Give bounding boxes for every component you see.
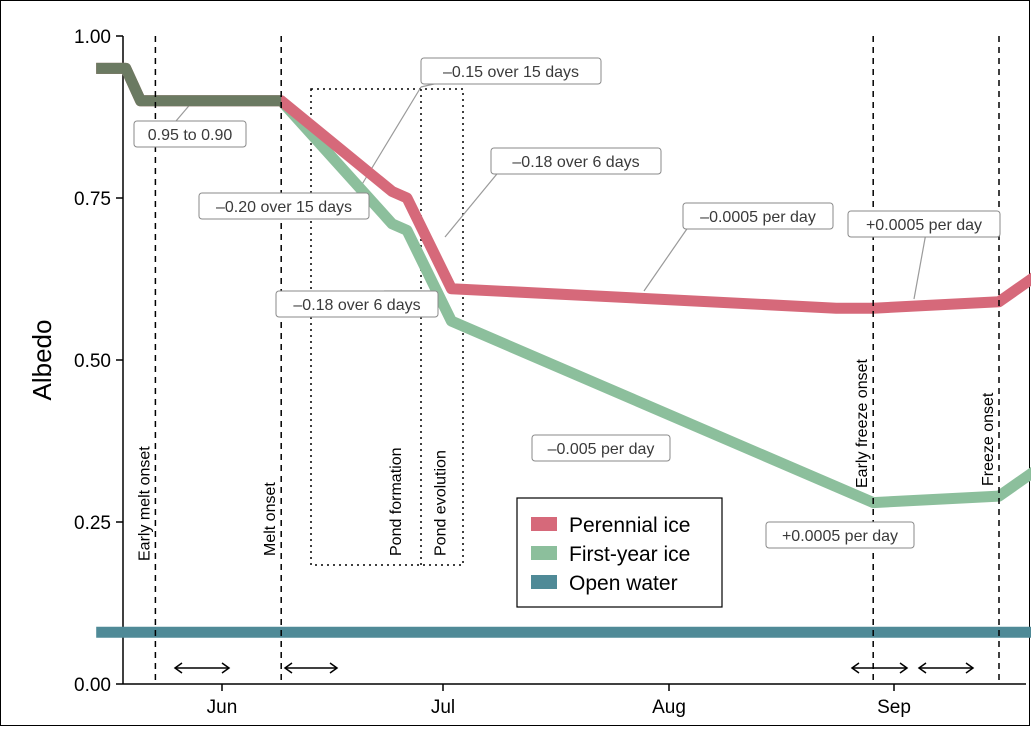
annotation-label: +0.0005 per day (765, 521, 915, 549)
legend-swatch-first-year (531, 546, 557, 560)
annotation-label: –0.18 over 6 days (490, 147, 662, 175)
x-tick-label: Jun (207, 697, 238, 718)
annotation-label: –0.0005 per day (682, 202, 834, 230)
event-label: Early freeze onset (854, 358, 871, 488)
annotation-label: –0.15 over 15 days (420, 57, 602, 85)
annotation-label: –0.005 per day (531, 434, 671, 462)
double-arrow-icon (173, 662, 231, 674)
y-tick-label: 0.75 (74, 189, 111, 210)
events-layer: Early melt onset Melt onset Pond formation… (136, 36, 1000, 684)
annotation-label: 0.95 to 0.90 (133, 120, 247, 148)
period-arrows (173, 662, 975, 674)
annotation-text: –0.0005 per day (700, 209, 816, 226)
annotation-text: –0.18 over 6 days (293, 297, 420, 314)
legend-label: First-year ice (569, 543, 690, 566)
event-label: Freeze onset (980, 392, 997, 486)
double-arrow-icon (283, 662, 339, 674)
legend-label: Perennial ice (569, 514, 690, 537)
annotation-text: –0.18 over 6 days (512, 154, 639, 171)
y-tick-label: 1.00 (74, 27, 111, 48)
annotation-text: –0.005 per day (548, 441, 655, 458)
annotation-label: +0.0005 per day (847, 210, 1001, 238)
annotation-text: –0.20 over 15 days (216, 199, 352, 216)
y-tick-label: 0.00 (74, 675, 111, 696)
series-layer (96, 62, 1032, 638)
series-line-overlap (96, 62, 282, 107)
legend: Perennial ice First-year ice Open water (516, 497, 723, 608)
annotation-text: –0.15 over 15 days (443, 64, 579, 81)
double-arrow-icon (917, 662, 975, 674)
y-tick-label: 0.25 (74, 513, 111, 534)
x-tick-label: Sep (877, 697, 911, 718)
annotation-label: –0.18 over 6 days (275, 290, 439, 318)
annotations: 0.95 to 0.90 –0.20 over 15 days –0.15 ov… (133, 57, 1001, 549)
event-label: Pond formation (388, 447, 405, 556)
legend-swatch-open-water (531, 575, 557, 589)
x-ticks: Jun Jul Aug Sep (207, 684, 911, 718)
legend-swatch-perennial (531, 517, 557, 531)
annotation-text: +0.0005 per day (782, 528, 898, 545)
event-label: Pond evolution (432, 450, 449, 556)
event-label: Melt onset (262, 482, 279, 556)
x-tick-label: Jul (431, 697, 455, 718)
x-tick-label: Aug (652, 697, 686, 718)
event-label: Early melt onset (136, 446, 153, 561)
annotation-text: +0.0005 per day (866, 217, 982, 234)
y-axis-title: Albedo (27, 320, 57, 401)
double-arrow-icon (850, 662, 909, 674)
annotation-label: –0.20 over 15 days (198, 192, 370, 220)
legend-label: Open water (569, 572, 678, 595)
annotation-text: 0.95 to 0.90 (148, 127, 233, 144)
y-ticks: 0.00 0.25 0.50 0.75 1.00 (74, 27, 123, 696)
y-tick-label: 0.50 (74, 351, 111, 372)
